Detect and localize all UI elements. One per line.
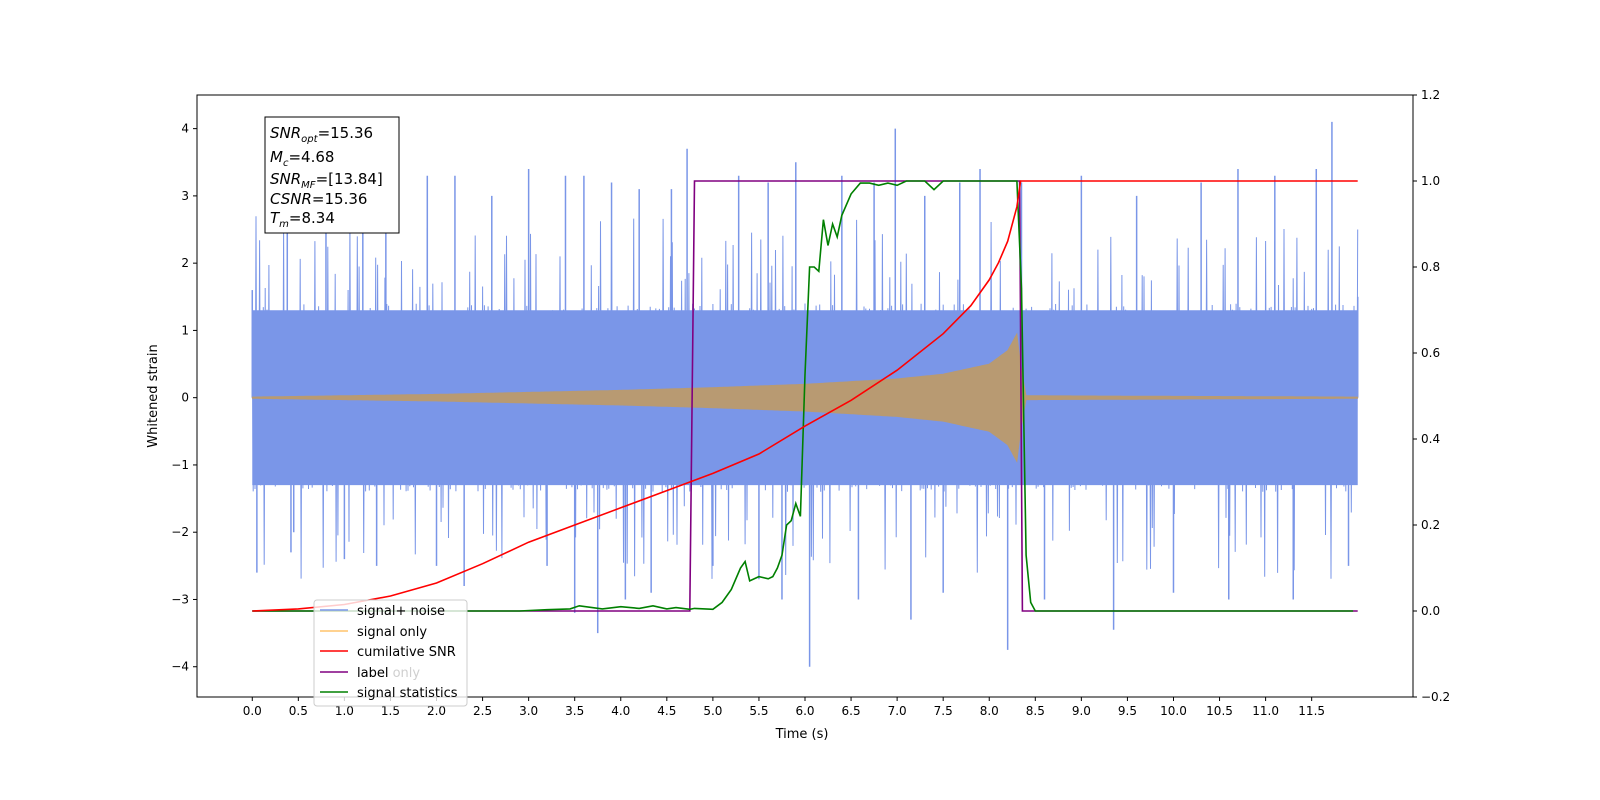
- legend-box: [313, 599, 468, 707]
- y-axis-label: Whitened strain: [146, 344, 161, 447]
- x-tick-label: 8.5: [1026, 704, 1045, 718]
- legend-label-label: label: [357, 666, 388, 681]
- plot-layer: [251, 121, 1359, 667]
- signal-statistics-line: [252, 180, 1354, 612]
- legend-label-signal-noise: signal+ noise: [357, 604, 445, 619]
- y-tick-label: −4: [171, 660, 189, 674]
- x-tick-label: 4.5: [657, 704, 676, 718]
- x-tick-label: 6.5: [842, 704, 861, 718]
- x-tick-label: 9.5: [1118, 704, 1137, 718]
- y-tick-label: 0: [181, 391, 189, 405]
- annotation-box: SNRopt=15.36 Mc=4.68 SNRMF=[13.84] CSNR=…: [264, 116, 400, 234]
- y-tick-label: −2: [171, 525, 189, 539]
- x-tick-label: 3.0: [519, 704, 538, 718]
- legend-label-signal-only: signal only: [357, 625, 427, 640]
- y2-tick-label: 1.2: [1421, 88, 1440, 102]
- y-tick-label: −1: [171, 458, 189, 472]
- y2-tick-label: 0.4: [1421, 432, 1440, 446]
- x-tick-label: 0.0: [243, 704, 262, 718]
- y2-tick-label: 0.8: [1421, 260, 1440, 274]
- legend-label-signal-statistics: signal statistics: [357, 686, 458, 701]
- x-axis-label: Time (s): [775, 727, 829, 742]
- x-tick-label: 11.5: [1298, 704, 1325, 718]
- axes-layer: 0.0 0.5 1.0 1.5 2.0 2.5 3.0 3.5 4.0 4.5 5.0 5.5 6.0 6…: [171, 88, 1450, 718]
- y-tick-label: 2: [181, 256, 189, 270]
- annotation-mc: Mc=4.68: [270, 148, 334, 169]
- x-tick-label: 8.0: [980, 704, 999, 718]
- x-tick-label: 11.0: [1252, 704, 1279, 718]
- x-tick-label: 4.0: [611, 704, 630, 718]
- x-tick-label: 0.5: [289, 704, 308, 718]
- annotation-csnr: CSNR=15.36: [270, 190, 367, 208]
- x-tick-label: 9.0: [1072, 704, 1091, 718]
- x-tick-label: 10.5: [1206, 704, 1233, 718]
- annotation-snr-mf: SNRMF=[13.84]: [270, 170, 383, 191]
- y-tick-label: 4: [181, 122, 189, 136]
- x-tick-label: 5.5: [749, 704, 768, 718]
- y2-tick-label: −0.2: [1421, 690, 1450, 704]
- legend-label-cumulative-snr: cumilative SNR: [357, 645, 456, 660]
- x-tick-label: 10.0: [1160, 704, 1187, 718]
- y2-tick-label: 0.6: [1421, 346, 1440, 360]
- annotation-tm: Tm=8.34: [270, 209, 335, 230]
- x-tick-label: 1.0: [335, 704, 354, 718]
- y2-tick-label: 0.0: [1421, 604, 1440, 618]
- x-tick-label: 1.5: [381, 704, 400, 718]
- x-tick-label: 5.0: [703, 704, 722, 718]
- y-tick-label: 1: [181, 323, 189, 337]
- y-tick-label: 3: [181, 189, 189, 203]
- y-tick-label: −3: [171, 592, 189, 606]
- annotation-snr-opt: SNRopt=15.36: [270, 124, 373, 145]
- x-tick-label: 2.0: [427, 704, 446, 718]
- x-tick-label: 7.5: [934, 704, 953, 718]
- x-tick-label: 2.5: [473, 704, 492, 718]
- x-tick-label: 6.0: [795, 704, 814, 718]
- cumulative-snr-line: [252, 180, 1358, 612]
- legend-hidden-text: label only: [357, 666, 420, 681]
- x-tick-label: 3.5: [565, 704, 584, 718]
- x-tick-label: 7.0: [888, 704, 907, 718]
- y2-tick-label: 1.0: [1421, 174, 1440, 188]
- legend: label only signal+ noise signal only cum…: [313, 599, 468, 707]
- y2-tick-label: 0.2: [1421, 518, 1440, 532]
- right-axis-series: [252, 180, 1358, 612]
